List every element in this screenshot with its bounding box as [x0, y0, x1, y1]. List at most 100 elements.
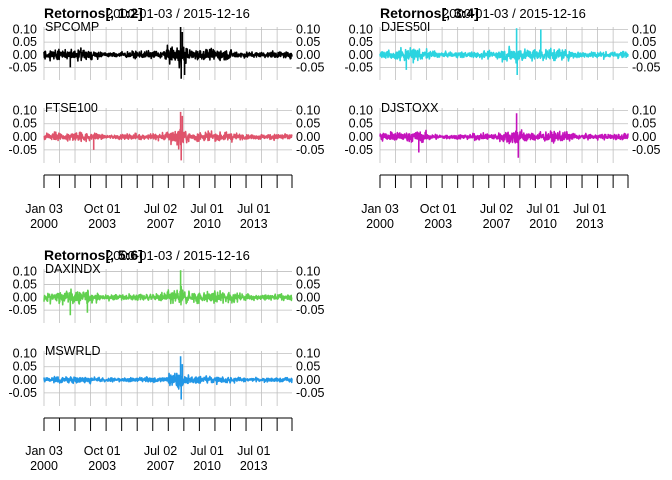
x-tick-label: 2003: [88, 217, 116, 231]
series-line-djstoxx: [379, 113, 629, 158]
series-label: DJSTOXX: [381, 101, 439, 115]
series-line-ftse100: [43, 111, 293, 161]
series-label: DAXINDX: [45, 262, 101, 276]
panel-djstoxx: 0.10 0.100.05 0.050.00 0.00-0.05 -0.05DJSTOX…: [345, 101, 661, 158]
x-tick-label: Jul 01: [190, 202, 223, 216]
y-tick-label-right: -0.05: [296, 143, 325, 157]
x-tick-label: Oct 01: [420, 202, 457, 216]
x-tick-label: 2013: [240, 217, 268, 231]
x-tick-label: 2007: [147, 217, 175, 231]
y-tick-label-left: -0.05: [345, 143, 374, 157]
y-tick-label-right: 0.00: [632, 130, 656, 144]
x-tick-label: 2000: [30, 459, 58, 473]
x-tick-label: Jul 01: [526, 202, 559, 216]
series-label: DJES50I: [381, 20, 430, 34]
series-label: MSWRLD: [45, 344, 101, 358]
x-tick-label: Jul 02: [144, 202, 177, 216]
y-tick-label-right: -0.05: [632, 60, 661, 74]
y-tick-label-right: 0.05: [296, 35, 320, 49]
y-tick-label-right: 0.00: [296, 48, 320, 62]
y-tick-label-right: 0.00: [296, 373, 320, 387]
x-tick-label: 2007: [147, 459, 175, 473]
y-tick-label-right: -0.05: [632, 143, 661, 157]
y-tick-label-left: 0.00: [13, 290, 37, 304]
x-tick-label: 2010: [193, 459, 221, 473]
series-line-spcomp: [43, 27, 293, 79]
x-tick-label: 2013: [240, 459, 268, 473]
y-tick-label-right: 0.10: [632, 104, 656, 118]
chart-title: Retornos[, 3:4]: [380, 5, 479, 21]
y-tick-label-right: 0.10: [296, 104, 320, 118]
y-tick-label-right: 0.10: [296, 265, 320, 279]
series-line-daxindx: [43, 270, 293, 316]
x-tick-label: 2000: [366, 217, 394, 231]
y-tick-label-right: 0.10: [296, 347, 320, 361]
y-tick-label-left: 0.05: [349, 117, 373, 131]
y-tick-label-left: -0.05: [9, 303, 38, 317]
x-tick-label: Jul 01: [237, 444, 270, 458]
y-tick-label-right: 0.05: [632, 117, 656, 131]
y-tick-label-left: 0.05: [349, 35, 373, 49]
y-tick-label-left: -0.05: [9, 60, 38, 74]
y-tick-label-left: 0.05: [13, 360, 37, 374]
y-tick-label-left: -0.05: [9, 143, 38, 157]
x-tick-label: 2010: [529, 217, 557, 231]
date-range-label: 2000-01-03 / 2015-12-16: [442, 6, 586, 21]
y-tick-label-right: -0.05: [296, 303, 325, 317]
panel-ftse100: 0.10 0.100.05 0.050.00 0.00-0.05 -0.05FTSE10…: [9, 101, 325, 161]
chart-title: Retornos[, 1:2]: [44, 5, 143, 21]
series-label: FTSE100: [45, 101, 98, 115]
y-tick-label-left: 0.10: [349, 104, 373, 118]
x-tick-label: 2003: [88, 459, 116, 473]
y-tick-label-right: -0.05: [296, 386, 325, 400]
y-tick-label-left: 0.00: [349, 48, 373, 62]
y-tick-label-left: -0.05: [345, 60, 374, 74]
y-tick-label-left: 0.10: [349, 23, 373, 37]
y-tick-label-left: 0.05: [13, 35, 37, 49]
x-tick-label: Oct 01: [84, 202, 121, 216]
x-tick-label: Jan 03: [361, 202, 399, 216]
y-tick-label-right: 0.10: [632, 23, 656, 37]
x-tick-label: 2003: [424, 217, 452, 231]
x-tick-label: 2000: [30, 217, 58, 231]
y-tick-label-left: -0.05: [9, 386, 38, 400]
x-tick-label: Jul 01: [573, 202, 606, 216]
x-tick-label: Jul 02: [480, 202, 513, 216]
y-tick-label-right: -0.05: [296, 60, 325, 74]
x-tick-label: Jan 03: [25, 202, 63, 216]
y-tick-label-right: 0.05: [632, 35, 656, 49]
y-tick-label-left: 0.05: [13, 117, 37, 131]
x-tick-label: Jul 01: [190, 444, 223, 458]
x-tick-label: 2010: [193, 217, 221, 231]
panel-djes50i: 0.10 0.100.05 0.050.00 0.00-0.05 -0.05DJES50…: [345, 20, 661, 75]
y-tick-label-right: 0.00: [296, 290, 320, 304]
date-range-label: 2000-01-03 / 2015-12-16: [106, 6, 250, 21]
series-line-djes50i: [379, 28, 629, 75]
y-tick-label-left: 0.00: [13, 373, 37, 387]
y-tick-label-left: 0.00: [13, 130, 37, 144]
x-tick-label: 2013: [576, 217, 604, 231]
x-tick-label: Jul 02: [144, 444, 177, 458]
y-tick-label-left: 0.05: [13, 277, 37, 291]
x-tick-label: 2007: [483, 217, 511, 231]
y-tick-label-left: 0.10: [13, 23, 37, 37]
panel-daxindx: 0.10 0.100.05 0.050.00 0.00-0.05 -0.05DAXIND…: [9, 262, 325, 317]
y-tick-label-right: 0.05: [296, 277, 320, 291]
y-tick-label-right: 0.00: [632, 48, 656, 62]
chart-block-2: Retornos[, 3:4]2000-01-03 / 2015-12-16 Ja…: [345, 5, 661, 231]
y-tick-label-left: 0.10: [13, 104, 37, 118]
y-tick-label-left: 0.10: [13, 265, 37, 279]
series-line-mswrld: [43, 356, 293, 400]
chart-block-3: Retornos[, 5:6]2000-01-03 / 2015-12-16 Ja…: [9, 247, 325, 473]
y-tick-label-right: 0.05: [296, 117, 320, 131]
x-tick-label: Jan 03: [25, 444, 63, 458]
y-tick-label-left: 0.00: [13, 48, 37, 62]
series-label: SPCOMP: [45, 20, 99, 34]
y-tick-label-left: 0.00: [349, 130, 373, 144]
y-tick-label-right: 0.00: [296, 130, 320, 144]
y-tick-label-left: 0.10: [13, 347, 37, 361]
y-tick-label-right: 0.05: [296, 360, 320, 374]
